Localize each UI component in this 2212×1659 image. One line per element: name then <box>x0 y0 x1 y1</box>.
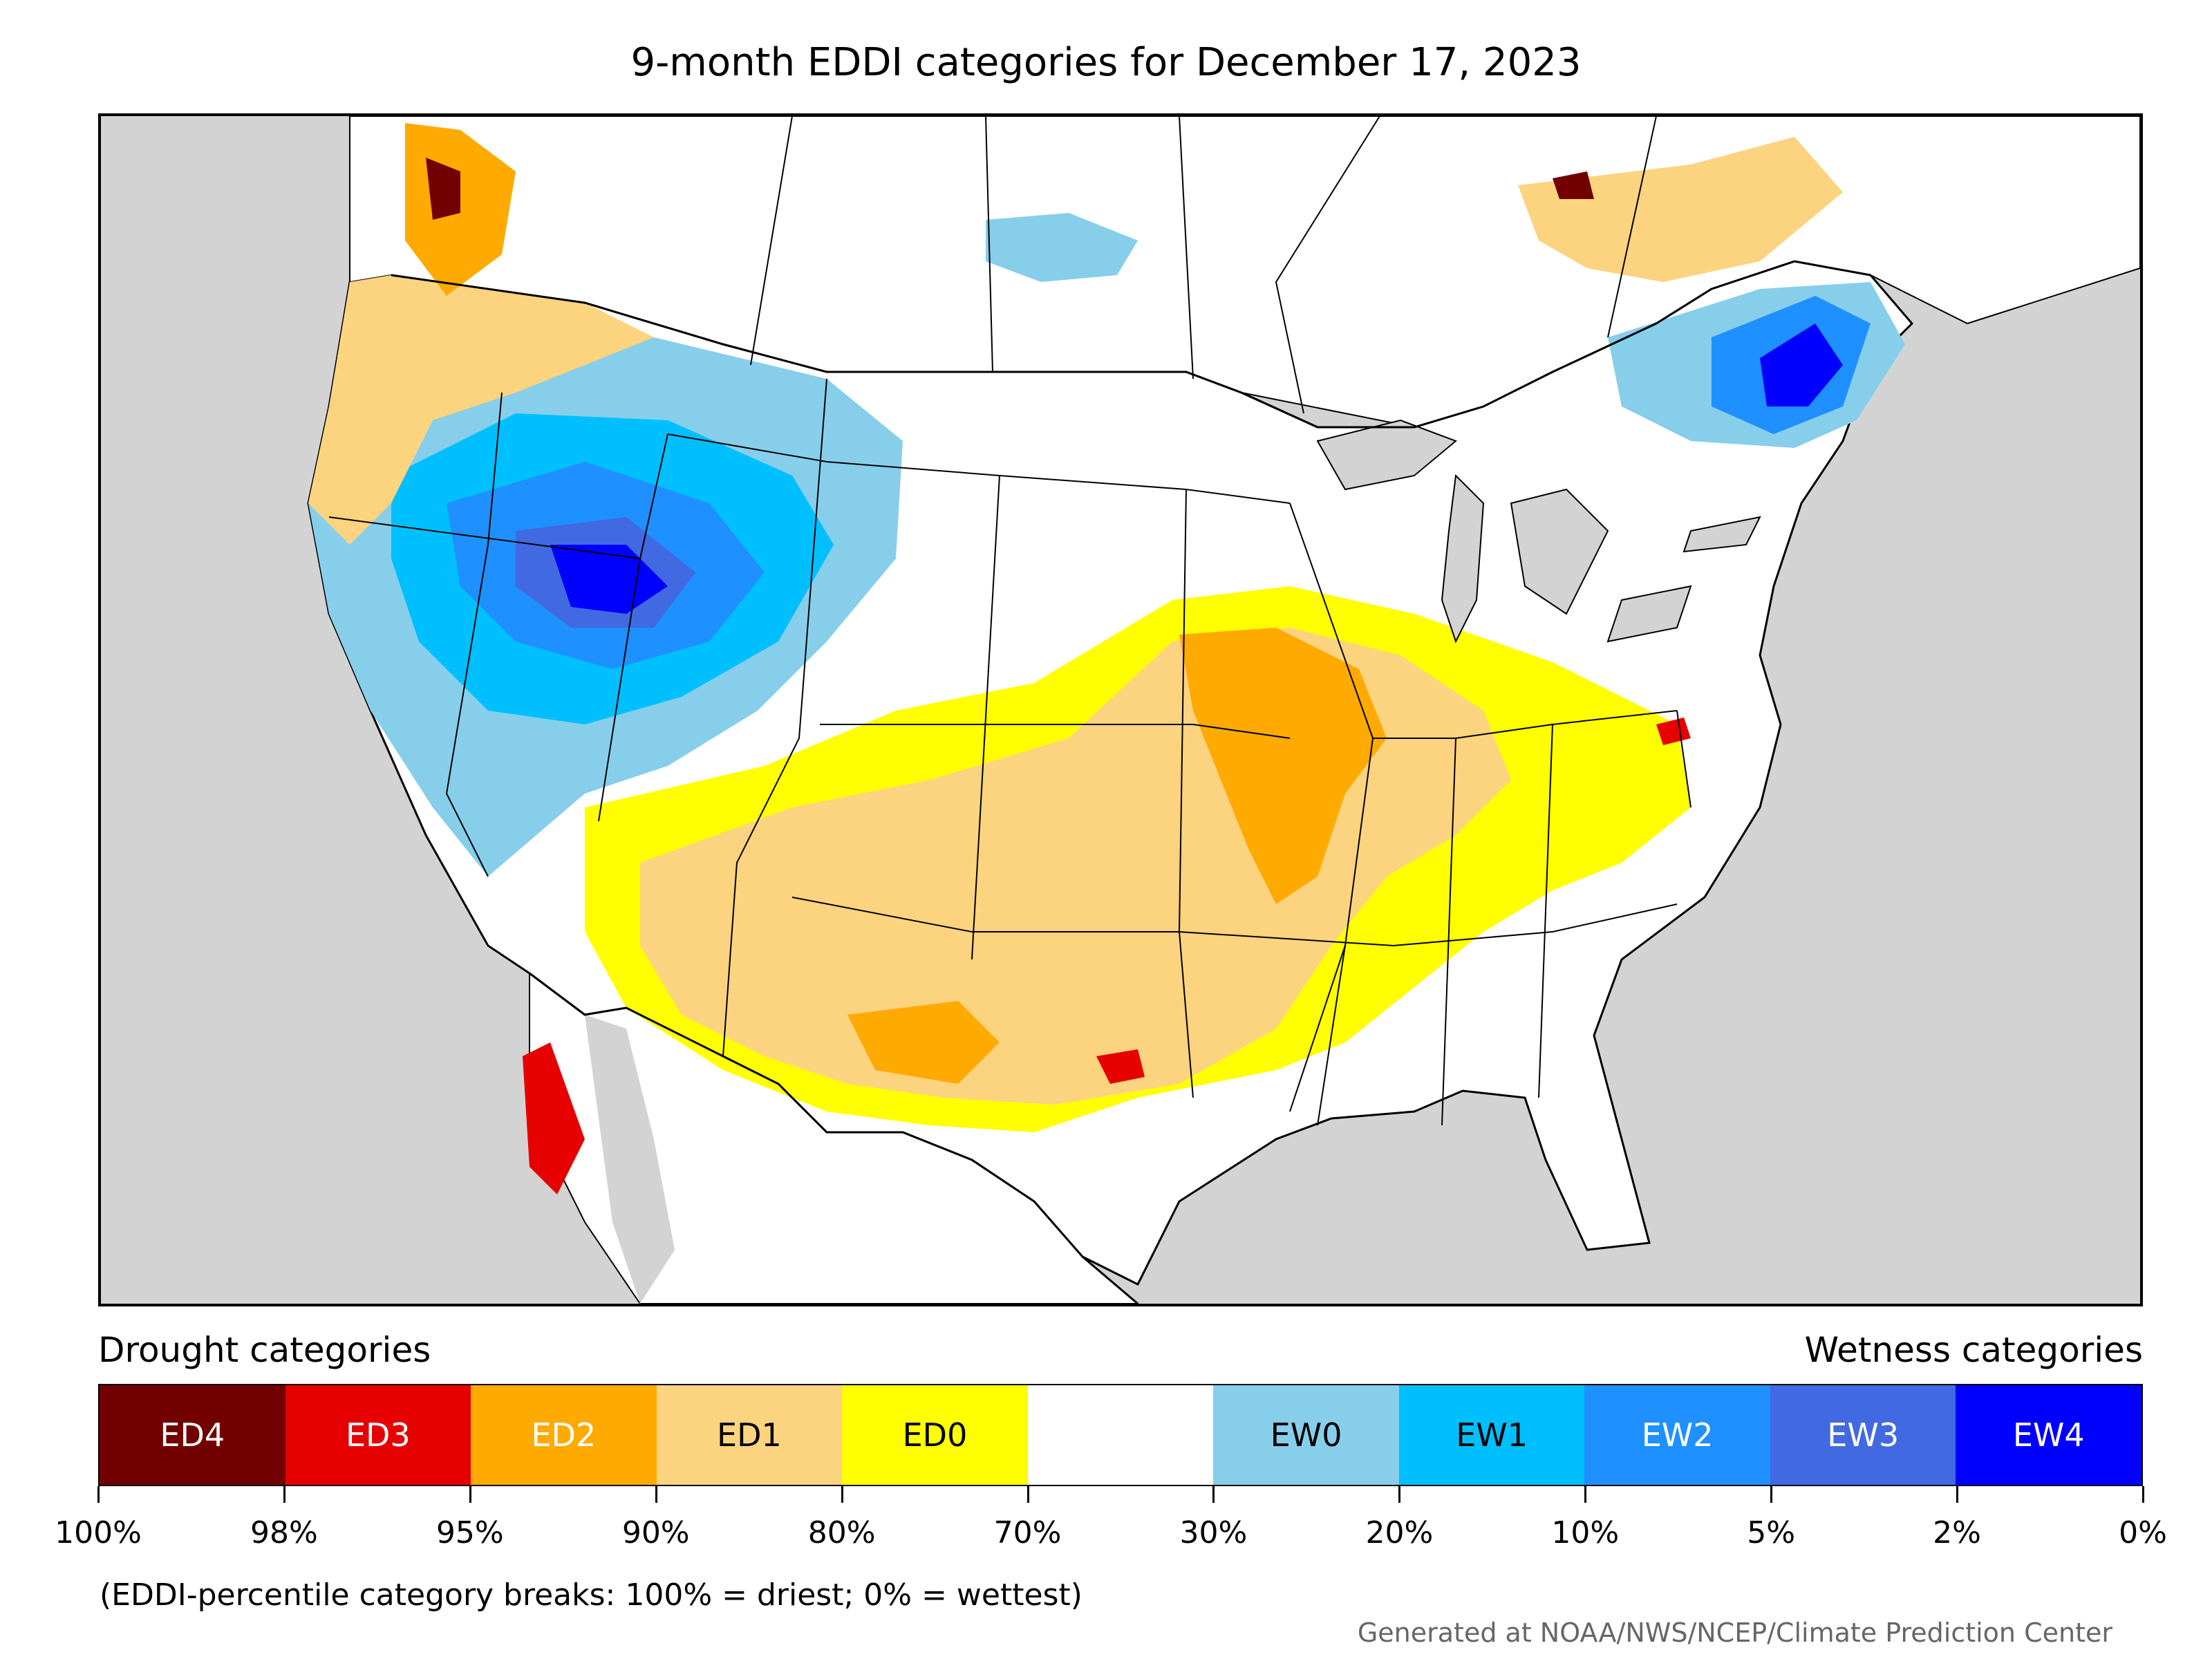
category-swatch-normal <box>1027 1385 1214 1485</box>
category-swatch-ed2: ED2 <box>471 1385 657 1485</box>
colorbar-tick <box>1584 1486 1587 1503</box>
colorbar-tick-label: 95% <box>435 1515 504 1550</box>
colorbar-tick-label: 100% <box>55 1515 142 1550</box>
dry-ed3-baja <box>523 1042 585 1194</box>
category-swatch-ew0: EW0 <box>1213 1385 1399 1485</box>
colorbar-tick-label: 20% <box>1365 1515 1434 1550</box>
dry-ed3-virginia <box>1656 718 1691 745</box>
colorbar-tick-label: 98% <box>250 1515 318 1550</box>
chart-title: 9-month EDDI categories for December 17,… <box>630 40 1582 85</box>
dry-ed4-canada <box>1553 171 1594 199</box>
colorbar-tick-label: 30% <box>1179 1515 1248 1550</box>
great-lakes <box>1316 419 1761 644</box>
category-breaks-note: (EDDI-percentile category breaks: 100% =… <box>100 1577 1082 1613</box>
wet-ew4-northeast <box>1760 324 1843 406</box>
colorbar-tick-label: 10% <box>1551 1515 1620 1550</box>
colorbar-tick <box>1770 1486 1773 1503</box>
colorbar-tick <box>1956 1486 1959 1503</box>
colorbar-ticks <box>97 1486 2144 1507</box>
colorbar-tick <box>97 1486 100 1503</box>
gulf-of-california <box>585 1015 675 1304</box>
category-swatch-ew1: EW1 <box>1398 1385 1585 1485</box>
colorbar-tick-label: 70% <box>993 1515 1062 1550</box>
colorbar-tick-label: 80% <box>807 1515 876 1550</box>
colorbar-tick-label: 5% <box>1747 1515 1796 1550</box>
colorbar-tick <box>1212 1486 1215 1503</box>
colorbar-tick-label: 2% <box>1933 1515 1981 1550</box>
category-swatch-ed1: ED1 <box>656 1385 843 1485</box>
category-swatch-ed4: ED4 <box>100 1385 285 1485</box>
dry-ed1-canada <box>1518 137 1843 282</box>
province-borders <box>750 116 1657 414</box>
colorbar-tick-label: 0% <box>2119 1515 2167 1550</box>
wet-region-canada <box>986 213 1138 282</box>
dry-ed3-central-texas <box>1096 1049 1145 1084</box>
map-canvas <box>307 116 2140 1304</box>
category-swatch-ew2: EW2 <box>1584 1385 1770 1485</box>
category-swatch-ew3: EW3 <box>1770 1385 1956 1485</box>
colorbar-tick-label: 90% <box>621 1515 690 1550</box>
colorbar-tick <box>1027 1486 1029 1503</box>
colorbar-tick <box>655 1486 657 1503</box>
dry-ed2-midwest <box>1179 628 1387 904</box>
wetness-categories-heading: Wetness categories <box>1804 1330 2143 1370</box>
eddi-map <box>98 113 2143 1306</box>
colorbar-tick <box>841 1486 843 1503</box>
us-canada-border <box>391 260 1871 429</box>
colorbar-tick <box>283 1486 285 1503</box>
category-swatch-ed0: ED0 <box>842 1385 1028 1485</box>
colorbar-tick <box>469 1486 471 1503</box>
category-swatch-ew4: EW4 <box>1956 1385 2142 1485</box>
colorbar-tick <box>1398 1486 1401 1503</box>
dry-ed2-northwest <box>308 275 654 545</box>
drought-categories-heading: Drought categories <box>98 1330 431 1370</box>
dry-ed4-northwest <box>426 158 460 220</box>
category-colorbar: ED4 ED3 ED2 ED1 ED0 EW0 EW1 EW2 EW3 EW4 <box>98 1384 2143 1486</box>
category-swatch-ed3: ED3 <box>285 1385 471 1485</box>
us-mexico-border <box>529 972 1138 1304</box>
state-borders <box>328 378 1691 1126</box>
colorbar-tick <box>2142 1486 2144 1503</box>
wet-ew4-west <box>550 545 668 614</box>
credit-line: Generated at NOAA/NWS/NCEP/Climate Predi… <box>1357 1618 2112 1648</box>
dry-ed2-texas <box>847 1001 1000 1084</box>
